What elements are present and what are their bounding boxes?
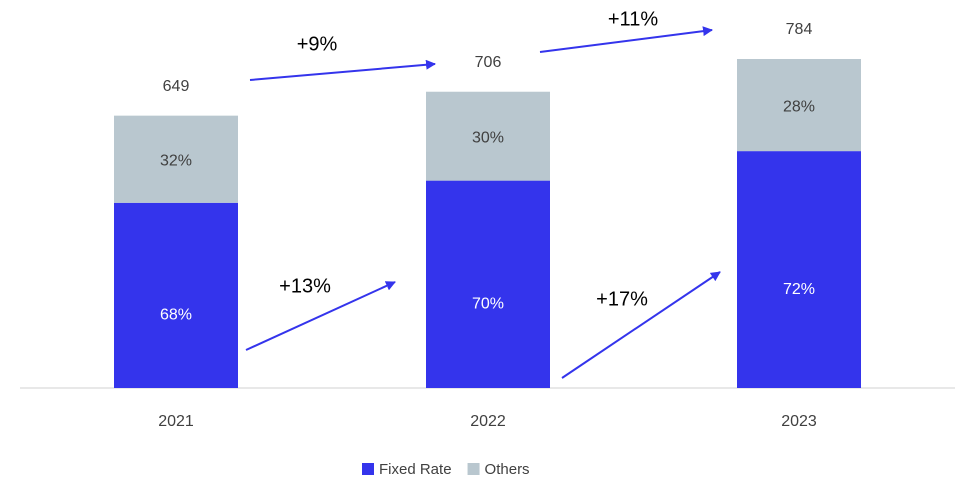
segment-label: 70% [472,296,504,313]
segment-label: 28% [783,98,815,115]
bar-segment [737,151,861,388]
total-label: 784 [786,21,813,38]
annotation: +17% [596,288,648,310]
annotation: +9% [297,33,338,55]
arrow [539,26,713,53]
segment-label: 68% [160,307,192,324]
arrow [249,59,436,81]
segment-label: 30% [472,129,504,146]
arrow [561,271,721,379]
x-tick-label: 2021 [158,413,194,430]
legend-label: Others [485,461,530,478]
legend-label: Fixed Rate [379,461,452,478]
bar-segment [426,91,550,181]
bar-segment [426,180,550,388]
bar-segment [737,59,861,152]
annotation: +11% [608,8,658,30]
legend-swatch [467,463,480,475]
bar-segment [114,115,238,203]
bar-segment [114,202,238,388]
legend-swatch [362,463,374,475]
segment-label: 32% [160,152,192,169]
x-tick-label: 2022 [470,413,506,430]
total-label: 706 [475,54,502,71]
annotation: +13% [279,275,331,297]
arrow [245,281,396,351]
total-label: 649 [163,78,190,95]
x-tick-label: 2023 [781,413,817,430]
segment-label: 72% [783,281,815,298]
